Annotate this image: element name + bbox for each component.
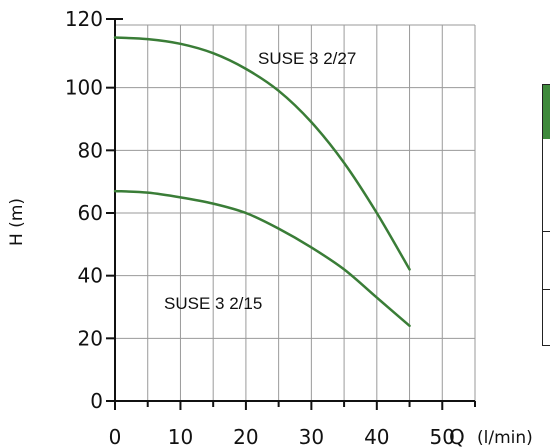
x-tick-label: 40 xyxy=(364,425,389,447)
grid xyxy=(115,24,476,401)
x-axis-unit: (l/min) xyxy=(477,428,533,447)
series-label-1: SUSE 3 2/27 xyxy=(258,49,356,68)
axes xyxy=(106,18,475,402)
y-tick-label: 120 xyxy=(65,7,103,31)
series-lines xyxy=(113,36,411,328)
y-tick-label: 0 xyxy=(90,389,103,413)
side-table-header xyxy=(543,85,550,139)
y-tick-label: 60 xyxy=(78,201,103,225)
side-table xyxy=(542,84,550,346)
x-tick-labels: 0 10 20 30 40 50 xyxy=(109,401,476,447)
series-labels: SUSE 3 2/27 SUSE 3 2/15 xyxy=(164,49,356,313)
x-tick-label: 10 xyxy=(168,425,193,447)
x-tick-label: 30 xyxy=(299,425,324,447)
side-table-row-divider xyxy=(543,231,550,232)
x-axis-label: Q xyxy=(449,425,465,447)
y-tick-label: 20 xyxy=(78,326,103,350)
y-axis-label: H (m) xyxy=(7,198,27,246)
x-tick-label: 50 xyxy=(430,425,455,447)
series-line-1 xyxy=(113,36,411,271)
x-tick-label: 0 xyxy=(109,425,122,447)
y-tick-label: 80 xyxy=(78,138,103,162)
side-table-row-divider xyxy=(543,289,550,290)
series-line-2 xyxy=(113,189,411,328)
x-tick-label: 20 xyxy=(233,425,258,447)
y-tick-label: 100 xyxy=(65,76,103,100)
y-tick-label: 40 xyxy=(78,264,103,288)
series-label-2: SUSE 3 2/15 xyxy=(164,294,262,313)
y-tick-labels: 0 20 40 60 80 100 120 xyxy=(65,7,115,413)
